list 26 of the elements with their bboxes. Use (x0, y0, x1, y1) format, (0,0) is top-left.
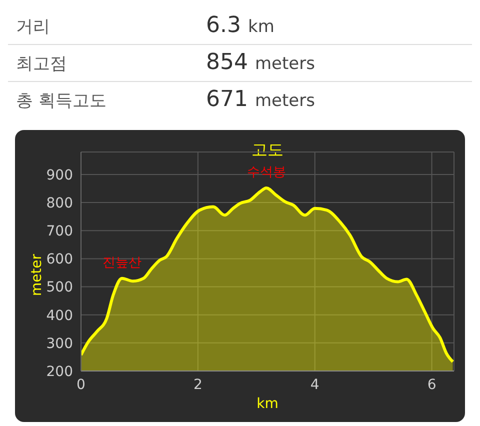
data-label: 6.3 (206, 12, 241, 40)
x-tick-label: 0 (76, 376, 86, 393)
x-tick-label: 2 (193, 376, 202, 393)
y-tick-label: 900 (46, 167, 73, 184)
y-tick-label: 300 (46, 336, 73, 352)
y-tick-label: 400 (46, 308, 73, 324)
y-tick-label: 600 (46, 252, 73, 268)
annotation: 진늪산 (102, 255, 142, 270)
data-label: 671 (206, 86, 248, 114)
text: meters (255, 53, 315, 76)
x-axis-title: km (256, 396, 280, 412)
x-tick-label: 6 (427, 376, 436, 393)
y-tick-label: 500 (46, 280, 73, 296)
x-tick-label: 4 (310, 376, 320, 393)
category-label: 총 획득고도 (15, 90, 108, 113)
category-label: 최고점 (15, 53, 68, 76)
text: km (248, 16, 274, 39)
text: meters (255, 90, 315, 113)
category-label: 거리 (15, 16, 51, 39)
y-tick-label: 700 (46, 224, 73, 240)
y-tick-label: 800 (46, 196, 73, 212)
annotation: 수석봉 (246, 164, 286, 180)
chart-title: 고도 (250, 140, 284, 161)
data-label: 854 (206, 49, 248, 77)
y-axis-title: meter (29, 254, 45, 296)
y-tick-label: 200 (46, 364, 73, 380)
